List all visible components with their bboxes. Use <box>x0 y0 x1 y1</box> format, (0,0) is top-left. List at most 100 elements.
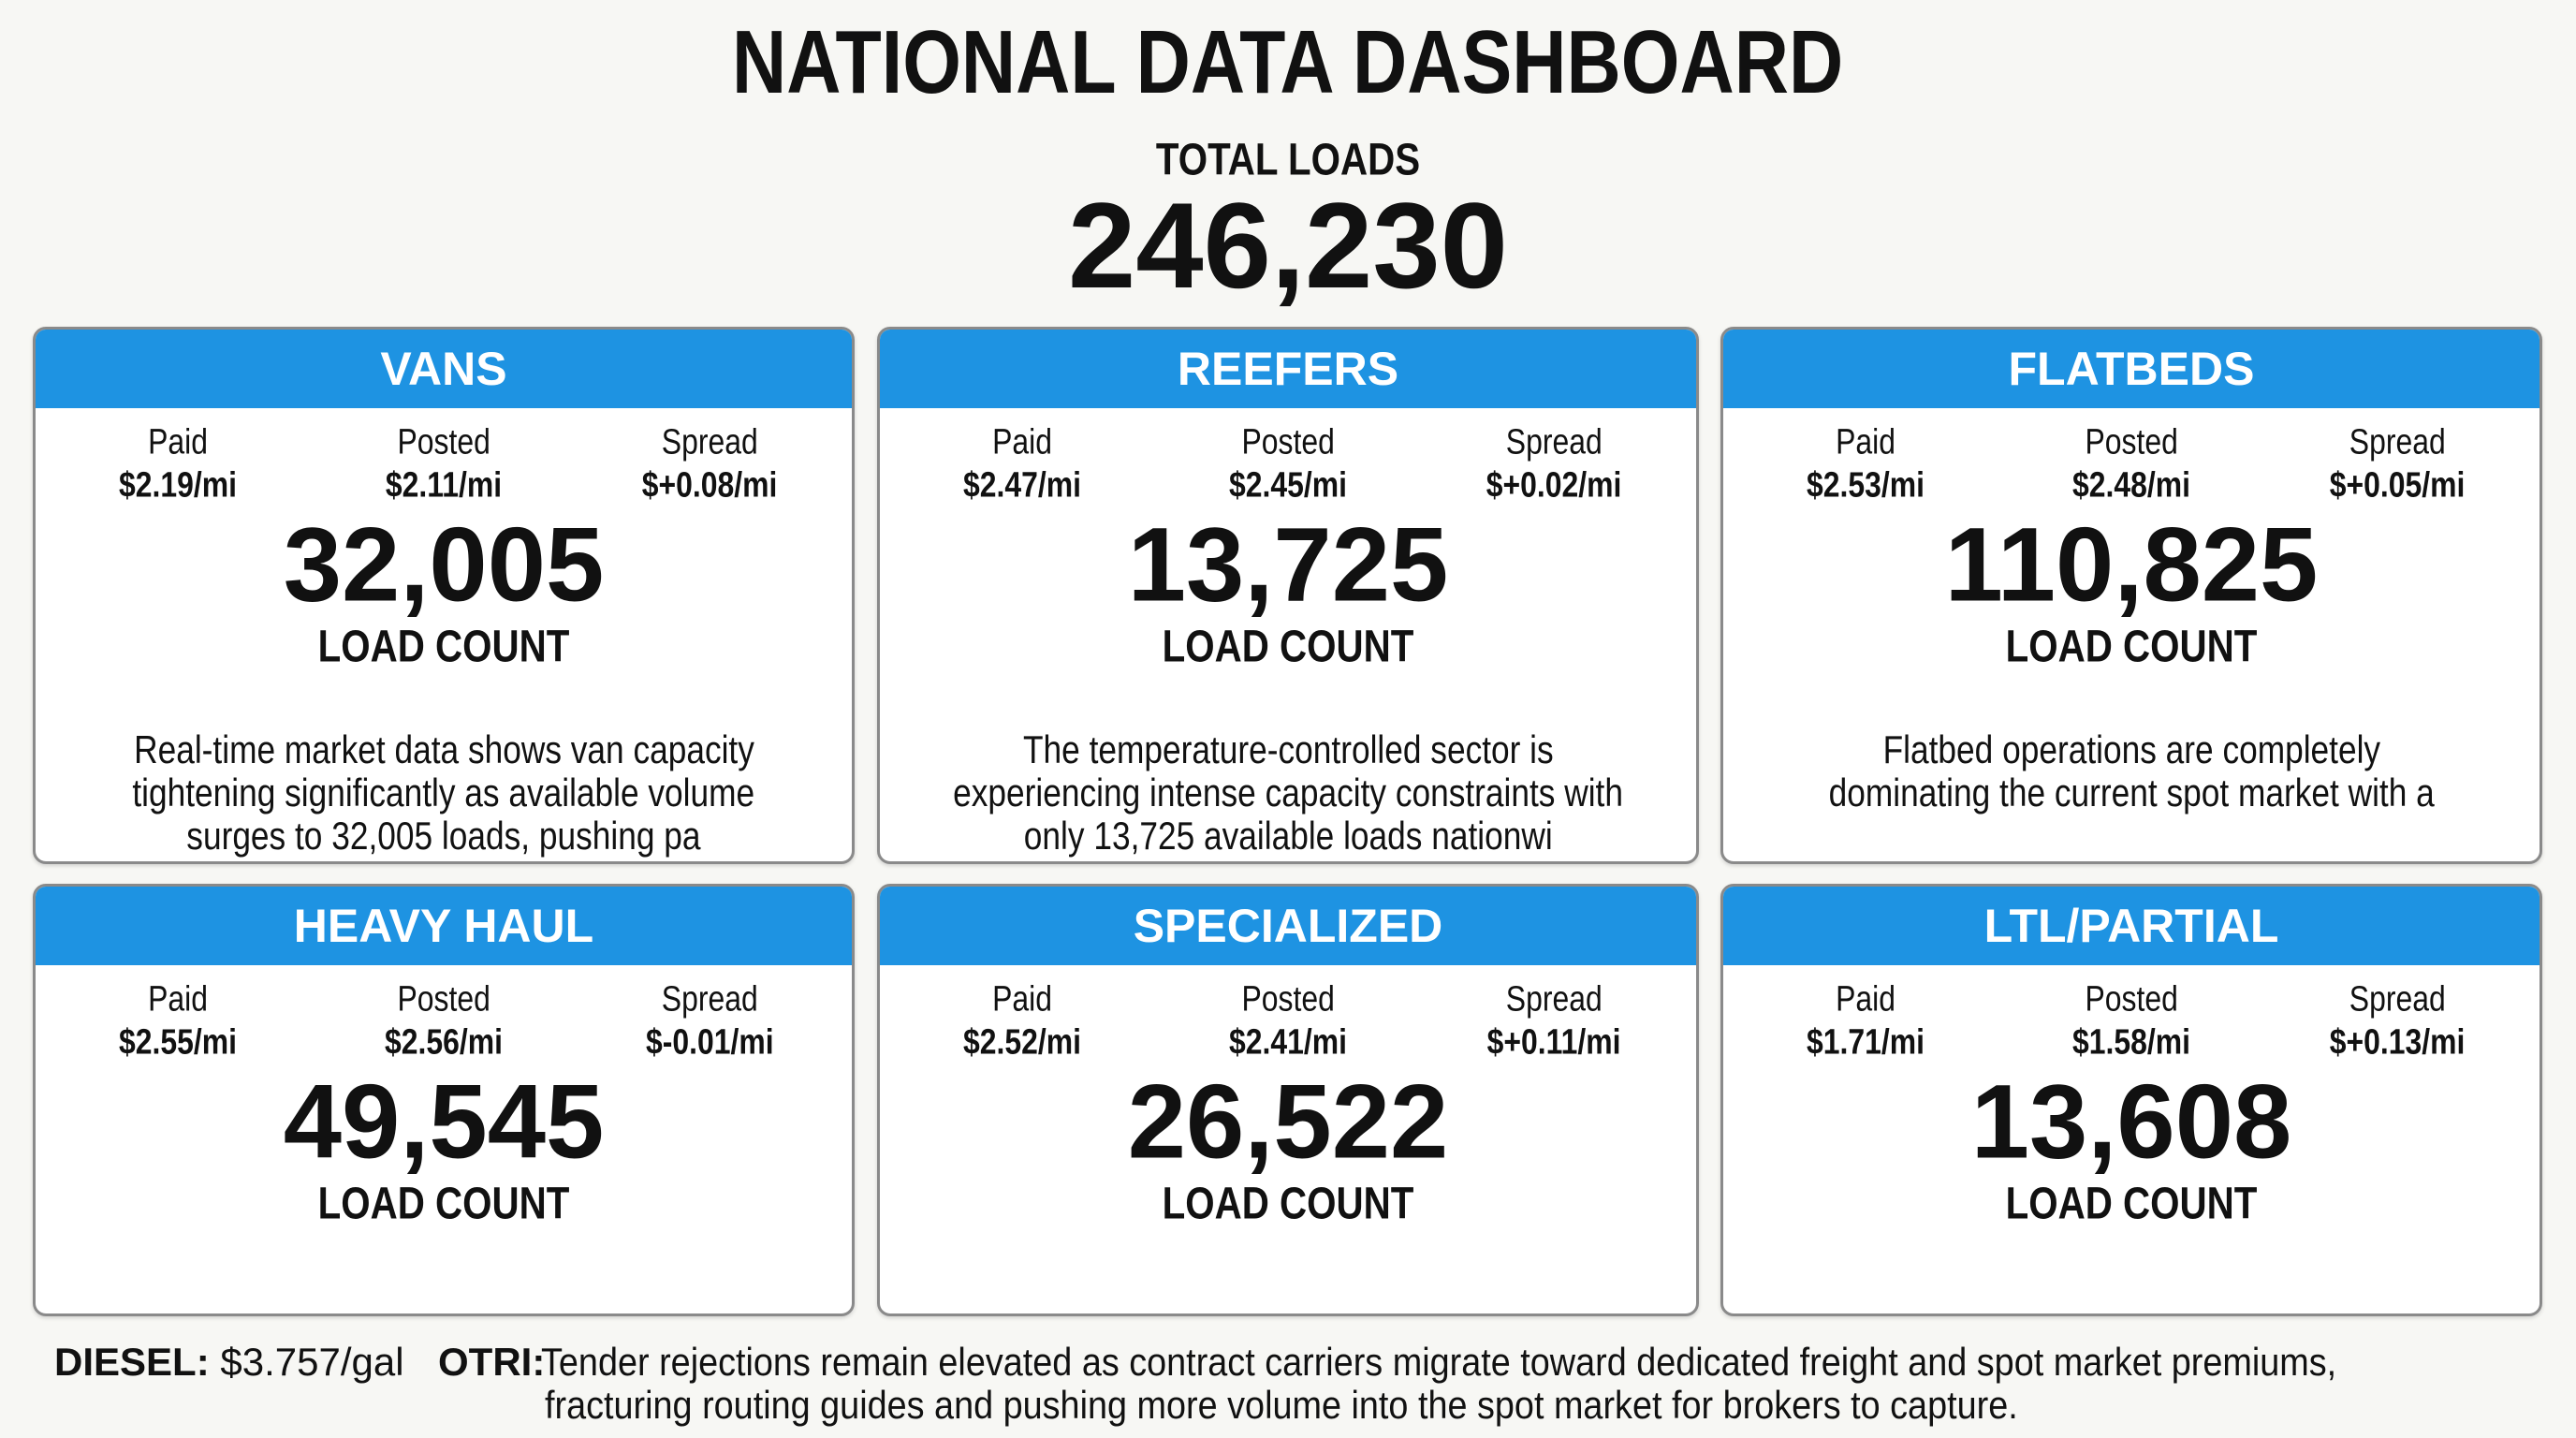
spread-value: $-0.01/mi <box>569 1023 850 1064</box>
card: VANS Paid $2.19/mi Posted $2.11/mi Spread $+0.… <box>33 327 855 864</box>
description-line: tightening significantly as available vo… <box>36 770 852 815</box>
spread-label: Spread <box>569 423 850 463</box>
posted-value-text: $2.41/mi <box>1229 1022 1347 1063</box>
load-count: 26,522 <box>1127 1063 1449 1181</box>
total-label: TOTAL LOADS <box>0 135 2576 186</box>
posted-value: $2.41/mi <box>1148 1023 1428 1064</box>
posted-label-text: Posted <box>1241 422 1335 462</box>
spread-label-text: Spread <box>2349 422 2446 462</box>
load-count-label: LOAD COUNT <box>880 622 1696 673</box>
otri-line: fracturing routing guides and pushing mo… <box>545 1383 2018 1427</box>
load-count-label: LOAD COUNT <box>880 1179 1696 1230</box>
paid-label: Paid <box>1725 980 2006 1020</box>
spread-value: $+0.13/mi <box>2257 1023 2538 1064</box>
description-line: Real-time market data shows van capacity <box>36 727 852 772</box>
spread-label: Spread <box>2257 423 2538 463</box>
card-title: HEAVY HAUL <box>36 887 852 965</box>
card: REEFERS Paid $2.47/mi Posted $2.45/mi Spread $… <box>877 327 1699 864</box>
description-text: The temperature-controlled sector is <box>1022 727 1554 771</box>
spread-value-text: $+0.13/mi <box>2329 1022 2466 1063</box>
posted-label-text: Posted <box>397 979 490 1020</box>
spread-value-text: $+0.02/mi <box>1486 465 1622 506</box>
load-count-label-text: LOAD COUNT <box>317 1179 570 1229</box>
posted-value-text: $2.48/mi <box>2072 465 2190 506</box>
paid-value-text: $2.19/mi <box>118 465 237 506</box>
diesel-value: $3.757/gal <box>220 1340 404 1384</box>
description-line: dominating the current spot market with … <box>1723 770 2539 815</box>
load-count-label: LOAD COUNT <box>36 622 852 673</box>
spread-value: $+0.02/mi <box>1413 466 1694 506</box>
description-text: tightening significantly as available vo… <box>132 770 755 814</box>
description-text: experiencing intense capacity constraint… <box>953 770 1623 814</box>
otri-label: OTRI: <box>438 1340 546 1384</box>
spread-label: Spread <box>2257 980 2538 1020</box>
posted-label: Posted <box>1148 980 1428 1020</box>
description-line: surges to 32,005 loads, pushing pa <box>36 814 852 858</box>
paid-value: $2.47/mi <box>882 466 1163 506</box>
spread-value-text: $-0.01/mi <box>645 1022 774 1063</box>
description-line: Flatbed operations are completely <box>1723 727 2539 772</box>
posted-label-text: Posted <box>2085 979 2178 1020</box>
paid-label: Paid <box>882 423 1163 463</box>
spread-label: Spread <box>569 980 850 1020</box>
spread-label-text: Spread <box>661 979 758 1020</box>
spread-label-text: Spread <box>1505 422 1603 462</box>
posted-label-text: Posted <box>2085 422 2178 462</box>
load-count: 49,545 <box>283 1063 605 1181</box>
paid-label-text: Paid <box>991 979 1052 1020</box>
posted-label: Posted <box>303 980 584 1020</box>
posted-value: $2.45/mi <box>1148 466 1428 506</box>
spread-label-text: Spread <box>2349 979 2446 1020</box>
posted-value: $2.56/mi <box>303 1023 584 1064</box>
description-line: The temperature-controlled sector is <box>880 727 1696 772</box>
card-title: FLATBEDS <box>1723 330 2539 408</box>
title-text: NATIONAL DATA DASHBOARD <box>732 12 1844 112</box>
description-line: experiencing intense capacity constraint… <box>880 770 1696 815</box>
card: LTL/PARTIAL Paid $1.71/mi Posted $1.58/mi Spr… <box>1720 884 2542 1316</box>
spread-label-text: Spread <box>1505 979 1603 1020</box>
paid-value: $2.19/mi <box>37 466 318 506</box>
card: HEAVY HAUL Paid $2.55/mi Posted $2.56/mi Spre… <box>33 884 855 1316</box>
otri-line: Tender rejections remain elevated as con… <box>541 1340 2337 1384</box>
posted-label: Posted <box>1991 423 2272 463</box>
spread-value-text: $+0.05/mi <box>2329 465 2466 506</box>
load-count-label-text: LOAD COUNT <box>317 622 570 672</box>
paid-value-text: $2.53/mi <box>1806 465 1925 506</box>
card-title: LTL/PARTIAL <box>1723 887 2539 965</box>
posted-value-text: $2.45/mi <box>1229 465 1347 506</box>
paid-label: Paid <box>882 980 1163 1020</box>
diesel-label: DIESEL: <box>54 1340 210 1384</box>
load-count-label-text: LOAD COUNT <box>1162 622 1414 672</box>
paid-value: $2.55/mi <box>37 1023 318 1064</box>
paid-value-text: $2.55/mi <box>118 1022 237 1063</box>
posted-label: Posted <box>1148 423 1428 463</box>
description-text: surges to 32,005 loads, pushing pa <box>186 814 701 858</box>
description-text: dominating the current spot market with … <box>1828 770 2435 814</box>
paid-label: Paid <box>1725 423 2006 463</box>
total-label-text: TOTAL LOADS <box>1155 135 1421 185</box>
paid-value: $2.52/mi <box>882 1023 1163 1064</box>
posted-value-text: $2.11/mi <box>385 465 503 506</box>
paid-label: Paid <box>37 980 318 1020</box>
load-count-label-text: LOAD COUNT <box>2005 1179 2258 1229</box>
posted-value: $2.48/mi <box>1991 466 2272 506</box>
posted-label-text: Posted <box>1241 979 1335 1020</box>
paid-label-text: Paid <box>1835 422 1895 462</box>
spread-value: $+0.11/mi <box>1413 1023 1694 1064</box>
diesel: DIESEL: $3.757/gal <box>54 1340 404 1385</box>
load-count-label: LOAD COUNT <box>36 1179 852 1230</box>
card-title: VANS <box>36 330 852 408</box>
title: NATIONAL DATA DASHBOARD <box>0 11 2576 114</box>
load-count-label-text: LOAD COUNT <box>1162 1179 1414 1229</box>
posted-label-text: Posted <box>397 422 490 462</box>
paid-label-text: Paid <box>147 979 208 1020</box>
description-text: Real-time market data shows van capacity <box>133 727 754 771</box>
posted-label: Posted <box>303 423 584 463</box>
paid-value-text: $2.47/mi <box>962 465 1081 506</box>
paid-label-text: Paid <box>1835 979 1895 1020</box>
description-text: Flatbed operations are completely <box>1882 727 2380 771</box>
paid-value: $2.53/mi <box>1725 466 2006 506</box>
posted-value-text: $2.56/mi <box>385 1022 503 1063</box>
load-count-label: LOAD COUNT <box>1723 622 2539 673</box>
card-title: SPECIALIZED <box>880 887 1696 965</box>
